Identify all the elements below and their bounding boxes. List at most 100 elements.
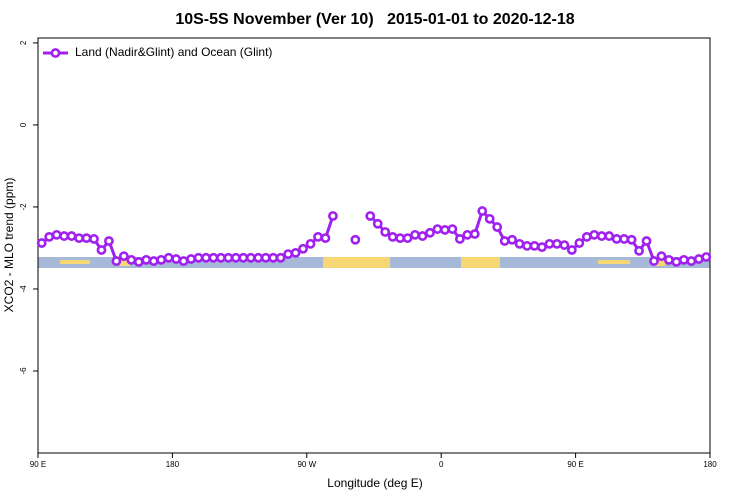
point (432, 224, 443, 234)
point (238, 252, 249, 263)
point (410, 229, 420, 240)
map-strip (38, 257, 710, 268)
point (81, 233, 92, 244)
chart-title: 10S-5S November (Ver 10) 2015-01-01 to 2… (175, 11, 574, 28)
point (693, 254, 704, 264)
point (387, 231, 398, 242)
point (469, 229, 480, 239)
point (96, 245, 107, 255)
point (111, 256, 122, 266)
point (664, 254, 674, 265)
legend-label: Land (Nadir&Glint) and Ocean (Glint) (75, 45, 272, 59)
y-tick-label: -6 (19, 367, 28, 375)
point (193, 252, 204, 263)
legend: Land (Nadir&Glint) and Ocean (Glint) (43, 45, 272, 59)
point (395, 233, 406, 244)
y-axis-label: XCO2 - MLO trend (ppm) (2, 178, 16, 313)
x-tick-label: 90 E (30, 460, 46, 469)
point (537, 242, 547, 253)
point (208, 252, 219, 263)
y-tick-label: -2 (19, 203, 28, 211)
point (148, 256, 159, 266)
point (589, 229, 600, 240)
point (462, 229, 473, 240)
point (328, 211, 338, 221)
point (477, 206, 488, 216)
legend-marker (50, 48, 61, 58)
point (402, 233, 413, 244)
point (51, 229, 62, 240)
point (492, 222, 503, 232)
point (298, 243, 308, 254)
point (574, 238, 585, 248)
x-tick-label: 180 (703, 460, 717, 469)
point (156, 254, 167, 265)
point (596, 231, 607, 241)
land-patch (598, 260, 630, 264)
point (425, 227, 435, 238)
point (649, 256, 659, 266)
point (126, 254, 137, 265)
point (447, 224, 458, 234)
point (201, 252, 211, 263)
land-patch (655, 259, 665, 266)
x-axis-label: Longitude (deg E) (327, 476, 422, 490)
point (305, 238, 316, 249)
point (499, 236, 510, 246)
point (701, 252, 712, 262)
point (216, 252, 226, 263)
point (619, 234, 630, 244)
point (641, 236, 652, 246)
point (245, 252, 256, 263)
point (678, 254, 689, 265)
y-tick-label: 2 (19, 40, 28, 45)
point (313, 231, 323, 242)
point (104, 236, 114, 246)
point (611, 234, 622, 244)
plot-frame (37, 37, 711, 454)
point (260, 252, 271, 263)
y-tick-label: -4 (19, 285, 28, 293)
point (604, 231, 615, 241)
point (566, 245, 577, 255)
point (163, 252, 174, 263)
y-tick-label: 0 (19, 122, 28, 127)
point (133, 257, 144, 267)
point (380, 227, 391, 237)
point (89, 234, 99, 244)
point (36, 238, 47, 248)
x-tick-label: 90 W (297, 460, 316, 469)
point (268, 252, 279, 263)
point (656, 251, 667, 262)
point (118, 251, 129, 262)
point (223, 252, 234, 263)
point (372, 218, 383, 229)
point (544, 238, 555, 249)
point (283, 249, 294, 260)
point (59, 231, 70, 241)
point (626, 234, 637, 245)
point (178, 256, 189, 266)
point (552, 238, 562, 249)
point (171, 254, 182, 264)
point (230, 252, 241, 263)
point (365, 211, 376, 221)
point (634, 245, 644, 256)
point (290, 247, 301, 258)
point (507, 234, 518, 245)
land-patch (60, 260, 90, 264)
point (581, 231, 592, 242)
point (74, 233, 84, 244)
point (671, 257, 682, 267)
point (529, 241, 540, 251)
point (253, 252, 264, 263)
point (66, 231, 77, 241)
point (141, 254, 152, 265)
land-patch (323, 257, 390, 268)
point (484, 213, 495, 224)
point (440, 225, 450, 235)
land-patch (461, 257, 500, 268)
point (454, 234, 465, 244)
x-tick-label: 180 (166, 460, 180, 469)
